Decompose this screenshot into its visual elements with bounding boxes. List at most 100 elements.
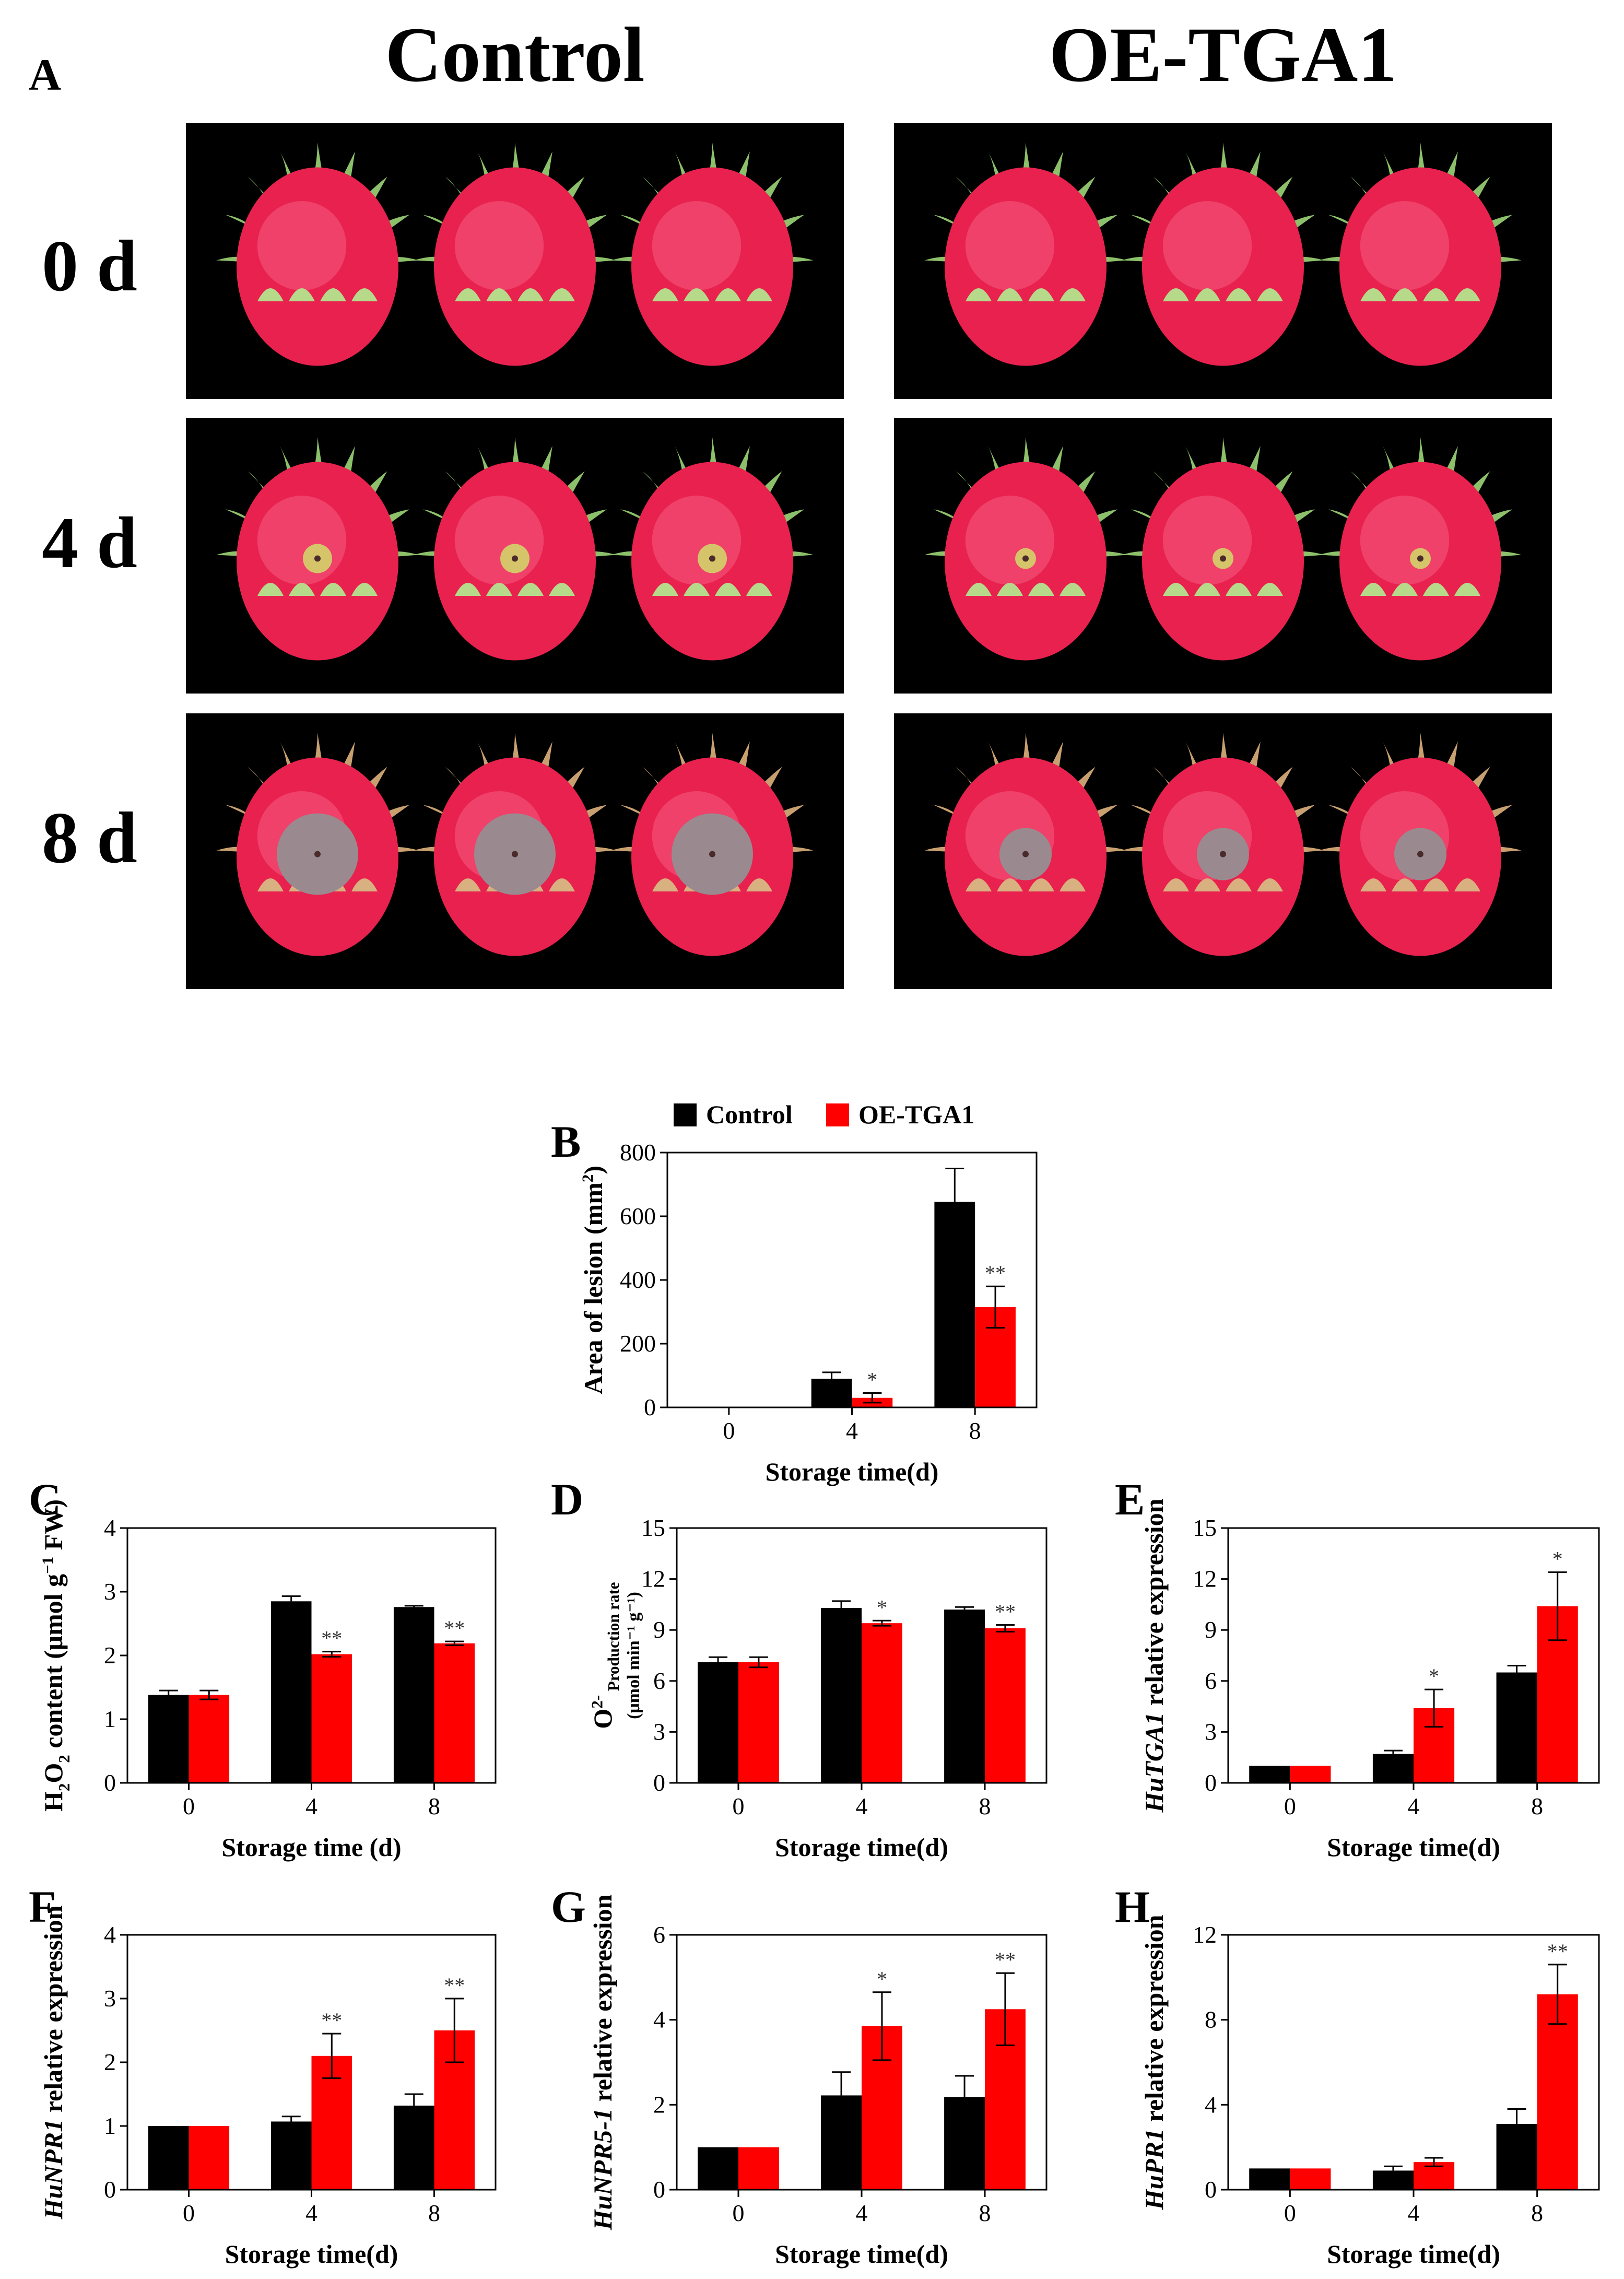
- y-tick-label: 0: [104, 2176, 116, 2203]
- label-fragment: 2: [55, 1755, 73, 1763]
- bar-oe-tga1-8: [434, 1643, 475, 1783]
- chart-e: E 0 * 4 * 8 0 3 6 9 12 15 Storage time(d) HuTGA1 rela…: [1115, 1474, 1600, 1862]
- y-tick-label: 6: [653, 1921, 665, 1948]
- dragon-fruit: [924, 733, 1127, 956]
- fruit-scale: [652, 878, 678, 892]
- bar-control-8: [934, 1202, 975, 1407]
- bar-oe-tga1-8: [1537, 1994, 1578, 2190]
- label-fragment: −1: [39, 1557, 57, 1574]
- error-bar: [709, 1656, 728, 1669]
- chart-g: G 0 * 4 ** 8 0 2 4 6 Storage time(d) HuNPR5-1 relat…: [551, 1882, 1048, 2269]
- significance-mark: **: [444, 1616, 465, 1640]
- error-bar: [955, 2075, 974, 2119]
- photo-control-8d: [186, 713, 844, 989]
- x-tick-label: 0: [183, 2200, 195, 2226]
- fruit-scale: [351, 288, 378, 302]
- fruit-scale: [1226, 288, 1252, 302]
- column-title-control: Control: [385, 11, 645, 98]
- y-tick-label: 800: [620, 1139, 656, 1166]
- fruit-bract: [422, 805, 486, 834]
- chart-b: B Control OE-TGA1 0 * 4 ** 8 0 200 400 600 800 Storag…: [551, 1100, 1038, 1486]
- bar-oe-tga1-0: [189, 2126, 230, 2190]
- significance-mark: **: [985, 1261, 1006, 1285]
- fruit-scale: [1028, 583, 1054, 596]
- fruit-bract: [620, 509, 684, 538]
- label-fragment: O: [39, 1763, 68, 1783]
- x-axis-label: Storage time(d): [1327, 1832, 1500, 1862]
- panel-letter-c: C: [29, 1474, 61, 1524]
- y-tick-label: 0: [653, 1769, 665, 1796]
- x-tick-label: 4: [856, 2200, 868, 2226]
- fruit-scale: [997, 878, 1023, 892]
- dragon-fruit: [1319, 437, 1522, 661]
- fruit-scale: [1226, 583, 1252, 596]
- fruit-scale: [1163, 878, 1189, 892]
- label-fragment: FW): [39, 1499, 68, 1557]
- bar-control-8: [393, 2105, 434, 2190]
- fruit-scale: [1360, 288, 1386, 302]
- fruit-scale: [746, 288, 772, 302]
- dragon-fruit: [1319, 143, 1522, 366]
- fruit-scale: [455, 878, 481, 892]
- fruit-scale: [320, 288, 346, 302]
- x-axis-label: Storage time(d): [225, 2239, 398, 2269]
- y-tick-label: 0: [644, 1394, 656, 1420]
- y-tick-label: 4: [653, 2006, 665, 2033]
- fruit-scale: [351, 878, 378, 892]
- error-bar: [159, 1689, 178, 1700]
- chart-f: F 0 ** 4 ** 8 0 1 2 3 4 Storage time(d) HuNPR1 relat…: [29, 1882, 497, 2269]
- label-fragment: Area of lesion (mm: [579, 1182, 608, 1394]
- bar-control-4: [270, 1601, 312, 1783]
- error-bar: [1425, 2157, 1444, 2167]
- error-bar: [955, 1606, 974, 1613]
- significance-mark: **: [995, 1948, 1016, 1971]
- dragon-fruit: [414, 143, 616, 366]
- bar-control-4: [1372, 1754, 1414, 1783]
- x-tick-label: 8: [428, 1793, 440, 1819]
- fruit-scale: [486, 288, 512, 302]
- bar-control-8: [1496, 1672, 1537, 1783]
- fruit-bract: [1131, 805, 1194, 834]
- error-bar: [822, 1371, 841, 1386]
- x-tick-label: 0: [733, 1793, 745, 1819]
- chart-c: C 0 ** 4 ** 8 0 1 2 3 4 Storage time (d) H2​O2​ cont…: [29, 1474, 497, 1862]
- fruit-scale: [684, 583, 710, 596]
- x-axis-label: Storage time(d): [766, 1457, 939, 1486]
- fruit-highlight: [454, 201, 544, 291]
- panel-letter-d: D: [551, 1474, 583, 1524]
- label-fragment: relative expression: [1139, 1498, 1169, 1712]
- fruit-scale: [1194, 288, 1220, 302]
- label-fragment: ): [579, 1166, 608, 1174]
- x-axis-label: Storage time(d): [775, 1832, 948, 1862]
- significance-mark: *: [1429, 1664, 1439, 1688]
- y-tick-label: 3: [104, 1578, 116, 1605]
- y-tick-label: 0: [104, 1769, 116, 1796]
- fruit-bract: [1328, 215, 1392, 244]
- label-fragment: HuNPR5-1: [588, 2108, 617, 2230]
- fruit-scale: [997, 583, 1023, 596]
- dragon-fruit: [414, 733, 616, 956]
- y-axis-label: HuTGA1 relative expression: [1139, 1498, 1169, 1813]
- inoculation-point: [512, 851, 518, 857]
- label-fragment: HuPR1: [1139, 2129, 1169, 2211]
- inoculation-point: [1220, 555, 1226, 562]
- fruit-scale: [1360, 878, 1386, 892]
- bar-oe-tga1-0: [1290, 2168, 1331, 2190]
- fruit-bract: [933, 805, 997, 834]
- fruit-scale: [517, 583, 544, 596]
- fruit-scale: [1454, 288, 1480, 302]
- x-tick-label: 8: [428, 2200, 440, 2226]
- error-bar: [995, 1624, 1015, 1632]
- y-tick-label: 4: [1205, 2091, 1217, 2118]
- x-axis-label: Storage time(d): [775, 2239, 948, 2269]
- fruit-scale: [1060, 878, 1086, 892]
- x-axis-label: Storage time(d): [1327, 2239, 1500, 2269]
- fruit-scale: [1060, 288, 1086, 302]
- inoculation-point: [709, 851, 715, 857]
- y-tick-label: 0: [1205, 2176, 1217, 2203]
- y-tick-label: 6: [653, 1667, 665, 1694]
- fruit-scale: [1163, 583, 1189, 596]
- y-tick-label: 15: [641, 1514, 665, 1541]
- dragon-fruit: [414, 437, 616, 661]
- error-bar: [1383, 1749, 1403, 1758]
